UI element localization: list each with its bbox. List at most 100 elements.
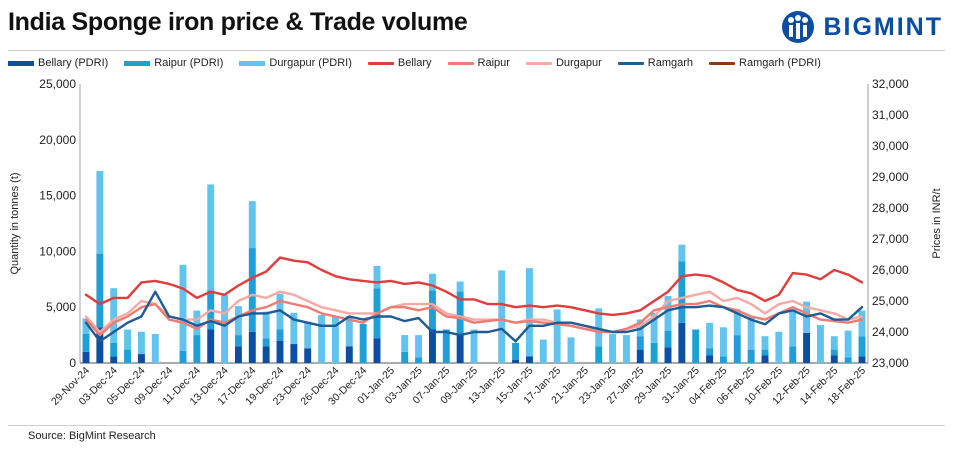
bar-bellary-pdri xyxy=(207,329,215,363)
bar-durgapur-pdri xyxy=(844,330,852,358)
bar-raipur-pdri xyxy=(678,261,686,323)
legend-item-bellary: Bellary xyxy=(367,57,432,69)
bar-raipur-pdri xyxy=(789,346,797,363)
bar-durgapur-pdri xyxy=(706,322,714,349)
legend-item-ramgarh: Ramgarh xyxy=(617,57,694,69)
bar-raipur-pdri xyxy=(415,357,423,363)
bar-durgapur-pdri xyxy=(664,296,672,331)
bar-bellary-pdri xyxy=(276,340,284,363)
bar-bellary-pdri xyxy=(678,322,686,363)
bar-raipur-pdri xyxy=(401,351,409,363)
bar-durgapur-pdri xyxy=(207,184,215,291)
bar-durgapur-pdri xyxy=(498,270,506,363)
y2-axis-title: Prices in INR/t xyxy=(931,188,943,258)
legend-item-raipur: Raipur xyxy=(447,57,510,69)
y2-tick-label: 28,000 xyxy=(872,201,909,215)
legend-item-ramgarh-pdri: Ramgarh (PDRI) xyxy=(709,57,821,69)
line-ramgarh xyxy=(84,290,864,343)
bar-durgapur-pdri xyxy=(151,333,159,363)
bar-bellary-pdri xyxy=(234,346,242,363)
bar-durgapur-pdri xyxy=(137,331,145,355)
bar-durgapur-pdri xyxy=(622,335,630,363)
y2-tick-label: 24,000 xyxy=(872,325,909,339)
bar-durgapur-pdri xyxy=(678,244,686,262)
y2-tick-label: 25,000 xyxy=(872,294,909,308)
bar-raipur-pdri xyxy=(512,342,520,360)
bar-raipur-pdri xyxy=(719,356,727,363)
bar-durgapur-pdri xyxy=(789,309,797,347)
y-tick-label: 20,000 xyxy=(39,133,76,147)
bar-bellary-pdri xyxy=(262,346,270,363)
y-tick-label: 15,000 xyxy=(39,189,76,203)
bar-durgapur-pdri xyxy=(96,171,104,254)
bar-bellary-pdri xyxy=(512,359,520,363)
bar-raipur-pdri xyxy=(442,329,450,363)
line-raipur xyxy=(84,299,864,337)
bar-raipur-pdri xyxy=(733,335,741,363)
bar-raipur-pdri xyxy=(179,350,187,363)
bar-durgapur-pdri xyxy=(179,264,187,351)
bar-durgapur-pdri xyxy=(82,318,90,334)
bar-durgapur-pdri xyxy=(234,306,242,336)
legend-label: Raipur (PDRI) xyxy=(154,57,224,69)
bar-raipur-pdri xyxy=(124,349,132,363)
bar-raipur-pdri xyxy=(636,336,644,350)
bar-durgapur-pdri xyxy=(110,288,118,343)
legend-swatch xyxy=(8,60,34,66)
chart-title: India Sponge iron price & Trade volume xyxy=(8,8,468,36)
bar-durgapur-pdri xyxy=(470,329,478,363)
bar-durgapur-pdri xyxy=(609,333,617,363)
legend-item-raipur-pdri: Raipur (PDRI) xyxy=(124,57,223,69)
y2-tick-label: 29,000 xyxy=(872,170,909,184)
legend-swatch xyxy=(239,60,266,66)
legend-label: Ramgarh xyxy=(647,57,694,69)
bar-bellary-pdri xyxy=(110,356,118,363)
legend-label: Raipur xyxy=(477,57,510,69)
legend-item-durgapur-pdri: Durgapur (PDRI) xyxy=(239,57,352,69)
title-divider xyxy=(8,50,945,51)
bar-bellary-pdri xyxy=(636,349,644,363)
bar-durgapur-pdri xyxy=(775,331,783,363)
bar-bellary-pdri xyxy=(290,344,298,363)
bar-durgapur-pdri xyxy=(290,312,298,345)
y-axis-title: Quantity in tonnes (t) xyxy=(9,172,21,274)
bar-bellary-pdri xyxy=(525,356,533,363)
bar-durgapur-pdri xyxy=(345,316,353,347)
bar-durgapur-pdri xyxy=(830,336,838,350)
legend-swatch xyxy=(709,61,736,65)
y2-tick-label: 27,000 xyxy=(872,232,909,246)
legend-item-durgapur: Durgapur xyxy=(525,57,602,69)
bar-raipur-pdri xyxy=(830,349,838,356)
bar-durgapur-pdri xyxy=(262,311,270,339)
y-tick-label: 25,000 xyxy=(39,77,76,91)
legend-swatch xyxy=(367,61,394,65)
bar-durgapur-pdri xyxy=(553,309,561,363)
bar-durgapur-pdri xyxy=(525,268,533,357)
bar-raipur-pdri xyxy=(858,336,866,357)
legend-label: Durgapur (PDRI) xyxy=(269,57,352,69)
bar-bellary-pdri xyxy=(345,346,353,363)
footer-divider xyxy=(8,425,945,426)
bar-durgapur-pdri xyxy=(428,273,436,291)
bar-durgapur-pdri xyxy=(456,281,464,292)
bar-raipur-pdri xyxy=(844,357,852,363)
legend: Bellary (PDRI) Raipur (PDRI) Durgapur (P… xyxy=(8,57,837,69)
bar-raipur-pdri xyxy=(428,290,436,330)
bar-raipur-pdri xyxy=(193,335,201,363)
y-tick-label: 5,000 xyxy=(46,300,76,314)
bar-raipur-pdri xyxy=(276,329,284,341)
source-note: Source: BigMint Research xyxy=(28,430,156,442)
legend-item-bellary-pdri: Bellary (PDRI) xyxy=(8,57,108,69)
bar-durgapur-pdri xyxy=(193,310,201,336)
y-tick-label: 10,000 xyxy=(39,244,76,258)
bar-raipur-pdri xyxy=(595,346,603,363)
bar-raipur-pdri xyxy=(747,349,755,363)
bar-bellary-pdri xyxy=(761,355,769,363)
bar-raipur-pdri xyxy=(234,335,242,347)
y2-tick-label: 30,000 xyxy=(872,139,909,153)
legend-label: Bellary xyxy=(397,57,432,69)
logo-mark-icon xyxy=(782,11,815,43)
bar-bellary-pdri xyxy=(803,332,811,363)
bar-raipur-pdri xyxy=(664,330,672,348)
